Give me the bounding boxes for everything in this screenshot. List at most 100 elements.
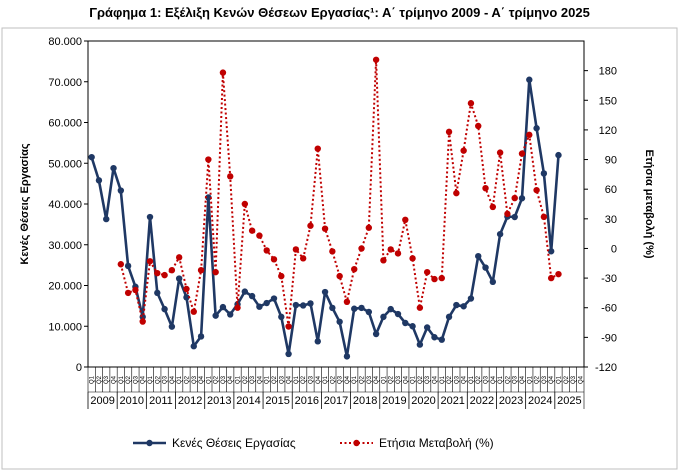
data-point-series-1	[110, 164, 117, 172]
data-point-series-2	[372, 56, 380, 63]
data-point-series-2	[212, 268, 219, 276]
quarter-label: Q4	[228, 375, 234, 384]
year-label: 2022	[470, 395, 494, 407]
data-point-series-2	[336, 272, 343, 280]
data-point-series-1	[365, 308, 373, 316]
quarter-label: Q1	[440, 375, 446, 384]
data-point-series-2	[154, 269, 161, 277]
data-point-series-2	[547, 274, 555, 282]
data-point-series-2	[431, 275, 438, 283]
quarter-label: Q2	[126, 375, 132, 384]
data-point-series-2	[132, 286, 139, 294]
year-label: 2014	[236, 395, 260, 407]
quarter-label: Q1	[323, 375, 329, 384]
data-point-series-2	[124, 289, 132, 297]
quarter-label: Q4	[491, 375, 497, 384]
quarter-label: Q1	[556, 375, 562, 384]
y-left-tick-label: 20.000	[48, 281, 82, 293]
quarter-label: Q1	[294, 375, 300, 384]
legend-label-series-1: Κενές Θέσεις Εργασίας	[172, 436, 296, 450]
quarter-label: Q3	[367, 375, 373, 384]
quarter-label: Q4	[345, 375, 351, 384]
data-point-series-1	[256, 303, 263, 310]
quarter-label: Q1	[206, 375, 212, 384]
quarter-label: Q2	[214, 375, 220, 384]
quarter-label: Q1	[469, 375, 475, 384]
legend-marker-series-1	[146, 439, 153, 447]
quarter-label: Q2	[301, 375, 307, 384]
data-point-series-2	[241, 200, 249, 208]
quarter-label: Q2	[243, 375, 249, 384]
data-point-series-1	[168, 323, 176, 330]
year-label: 2009	[90, 395, 114, 407]
year-label: 2025	[557, 395, 581, 407]
data-point-series-1	[248, 292, 256, 300]
data-point-series-2	[299, 255, 307, 262]
data-point-series-1	[387, 305, 394, 313]
y-right-tick-label: 150	[599, 95, 617, 107]
year-label: 2023	[499, 395, 523, 407]
data-point-series-2	[197, 266, 205, 274]
data-point-series-1	[489, 278, 497, 286]
data-point-series-1	[540, 170, 548, 177]
y-left-tick-label: 0	[76, 362, 82, 374]
data-point-series-1	[460, 303, 467, 310]
data-point-series-2	[278, 272, 285, 280]
quarter-label: Q1	[265, 375, 271, 384]
data-point-series-2	[475, 122, 482, 130]
y-left-tick-label: 30.000	[48, 240, 82, 252]
data-point-series-2	[307, 222, 314, 229]
y-right-tick-label: 90	[605, 155, 617, 167]
data-point-series-2	[117, 261, 125, 268]
quarter-label: Q3	[279, 375, 285, 384]
year-label: 2021	[440, 395, 464, 407]
data-point-series-1	[423, 324, 431, 331]
data-point-series-2	[161, 271, 168, 279]
data-point-series-2	[394, 250, 402, 257]
data-point-series-2	[380, 257, 387, 264]
data-point-series-1	[336, 318, 343, 325]
y-right-tick-label: 60	[605, 184, 617, 196]
data-point-series-1	[416, 341, 424, 348]
data-point-series-1	[227, 311, 234, 318]
chart-border	[1, 27, 678, 470]
data-point-series-1	[88, 153, 95, 161]
data-point-series-1	[343, 353, 351, 360]
chart-title: Γράφημα 1: Εξέλιξη Κενών Θέσεων Εργασίας…	[89, 5, 590, 20]
data-point-series-1	[241, 288, 249, 295]
data-point-series-1	[219, 303, 227, 311]
year-label: 2016	[295, 395, 319, 407]
year-label: 2020	[411, 395, 435, 407]
data-point-series-2	[511, 194, 518, 202]
data-point-series-2	[270, 256, 278, 263]
data-point-series-2	[343, 298, 351, 305]
data-point-series-1	[496, 230, 504, 238]
data-point-series-1	[190, 343, 197, 350]
quarter-label: Q3	[133, 375, 139, 384]
data-point-series-2	[533, 186, 540, 194]
quarter-label: Q1	[381, 375, 387, 384]
data-point-series-1	[555, 151, 562, 159]
data-point-series-2	[190, 308, 197, 315]
data-point-series-2	[416, 304, 424, 311]
data-point-series-2	[496, 149, 504, 156]
legend: Κενές Θέσεις Εργασίας Ετήσια Μεταβολή (%)	[133, 436, 494, 450]
y-left-tick-label: 10.000	[48, 321, 82, 333]
axes-layer: 0 10.000 20.000 30.000 40.000 50.000 60.000 70.…	[19, 36, 655, 409]
quarter-label: Q2	[330, 375, 336, 384]
quarter-label: Q2	[360, 375, 366, 384]
y-right-tick-label: -90	[601, 332, 617, 344]
data-point-series-2	[365, 224, 373, 231]
data-point-series-2	[146, 258, 154, 265]
y-right-tick-label: 30	[605, 214, 617, 226]
data-point-series-2	[445, 128, 453, 136]
data-point-series-2	[248, 227, 256, 234]
quarter-label: Q4	[170, 375, 176, 384]
y-left-axis-title: Κενές Θέσεις Εργασίας	[19, 143, 31, 264]
data-point-series-1	[183, 294, 190, 301]
y-right-tick-label: 180	[599, 66, 617, 78]
data-point-series-1	[467, 295, 475, 302]
legend-marker-series-2	[353, 439, 360, 447]
data-point-series-2	[518, 150, 526, 157]
